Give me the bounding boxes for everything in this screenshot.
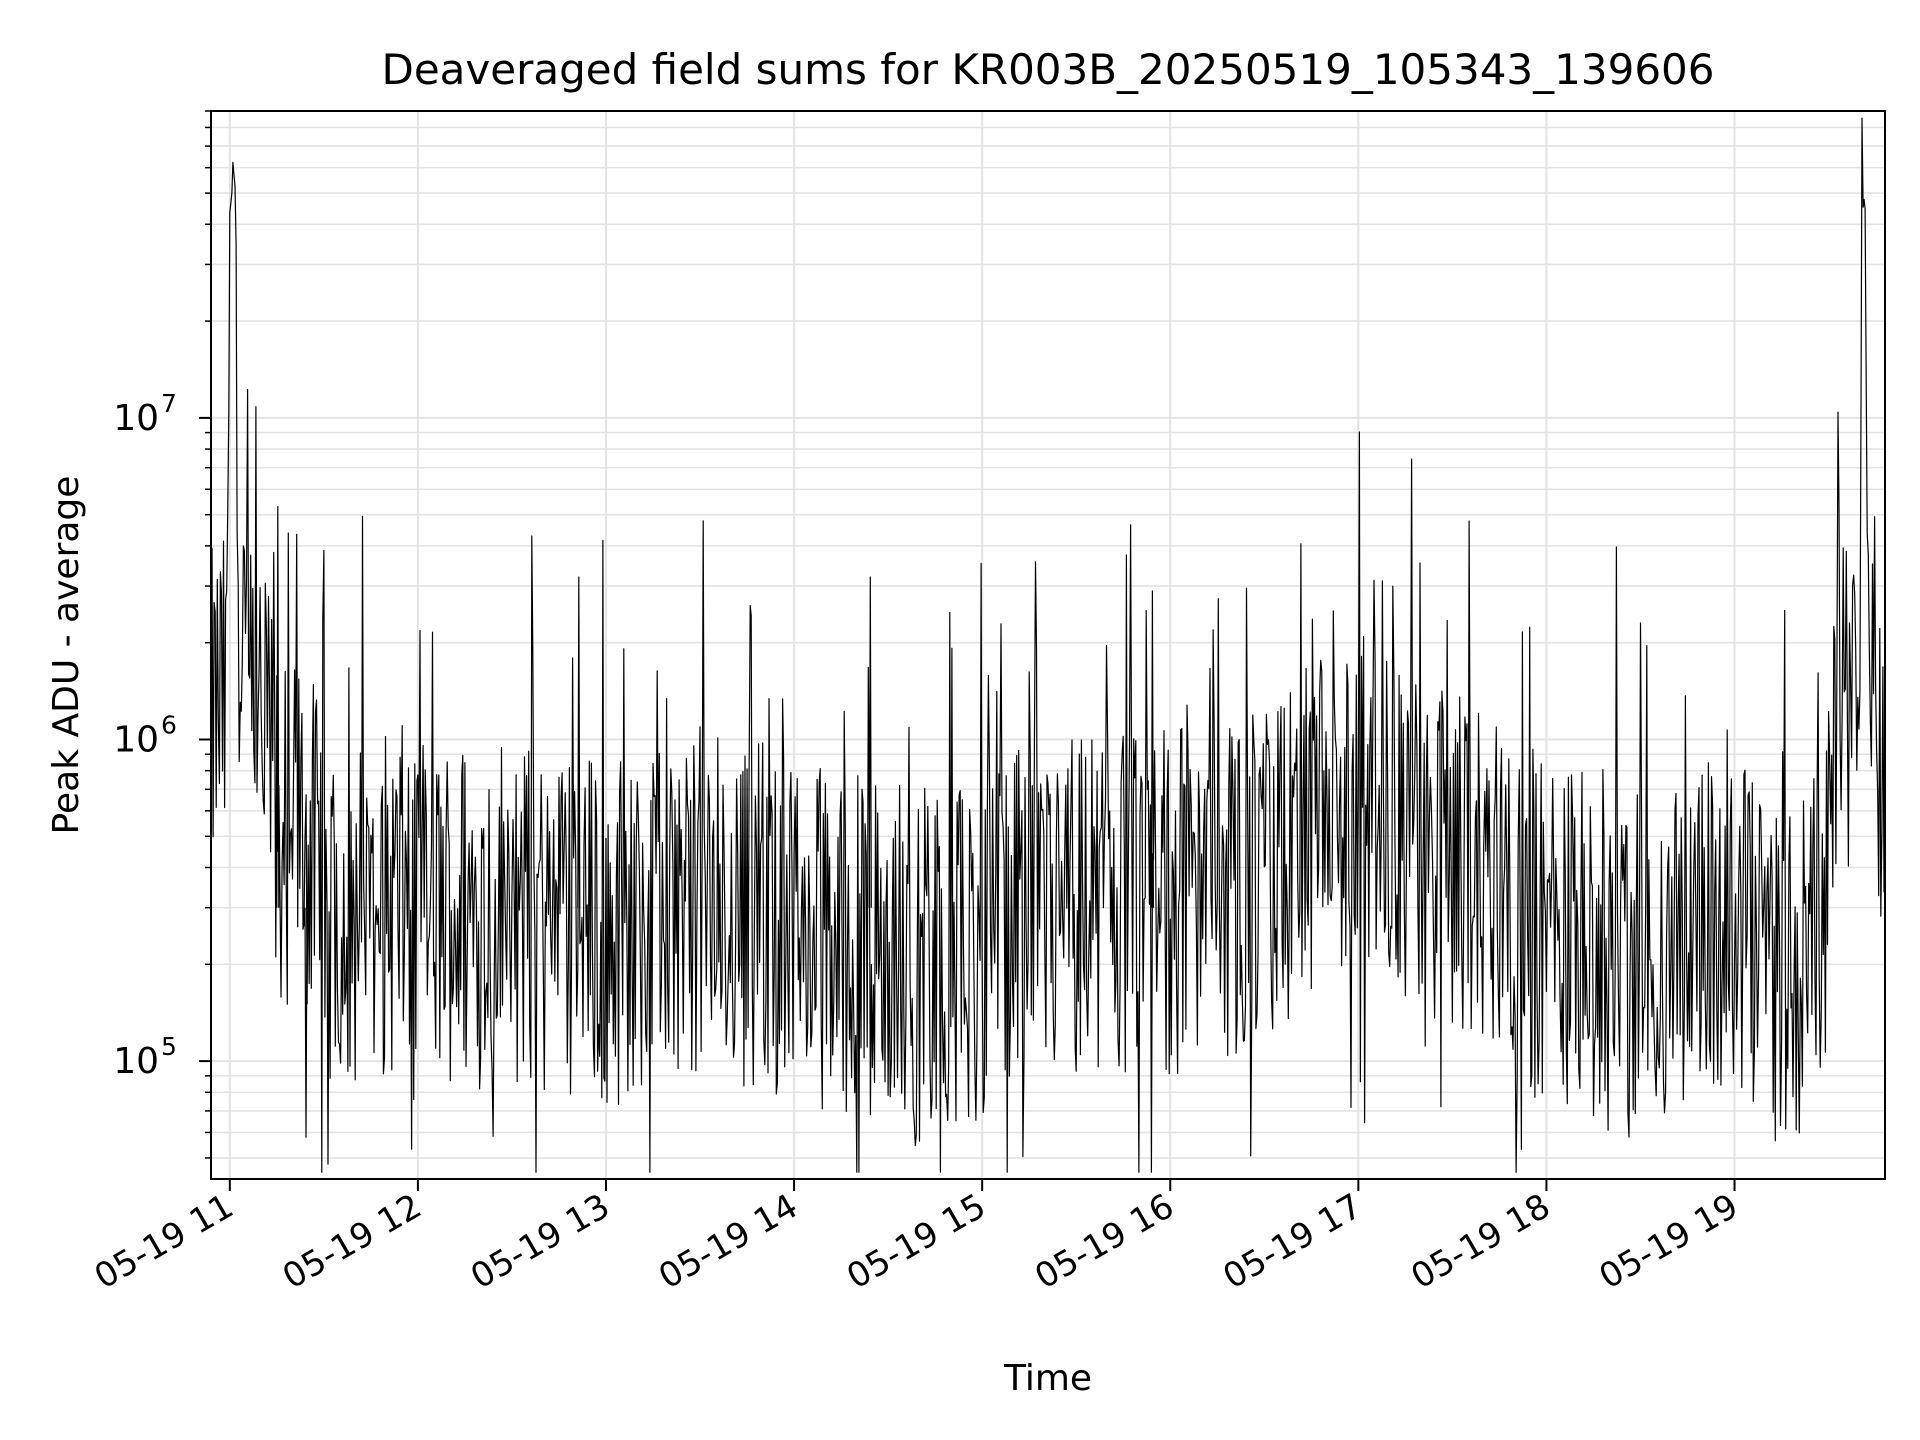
y-tick-label: 10 — [113, 398, 159, 439]
y-tick-exponent: 6 — [161, 711, 177, 740]
y-tick-label: 10 — [113, 1041, 159, 1082]
x-tick-label: 05-19 15 — [840, 1186, 992, 1297]
plot-frame — [210, 110, 1886, 1180]
x-tick-label: 05-19 13 — [464, 1186, 616, 1297]
x-ticks: 05-19 11 05-19 12 05-19 13 05-19 14 05-19 15… — [88, 1179, 1745, 1297]
y-tick-label: 10 — [113, 720, 159, 761]
x-tick-label: 05-19 12 — [276, 1186, 428, 1297]
x-tick-label: 05-19 14 — [652, 1186, 804, 1297]
x-tick-label: 05-19 18 — [1405, 1186, 1557, 1297]
x-tick-label: 05-19 11 — [88, 1186, 240, 1297]
chart-title: Deaveraged field sums for KR003B_2025051… — [382, 45, 1715, 94]
series-line — [210, 117, 1886, 1173]
x-tick-label: 05-19 16 — [1028, 1186, 1180, 1297]
y-tick-exponent: 5 — [161, 1032, 177, 1061]
x-tick-label: 05-19 19 — [1593, 1186, 1745, 1297]
x-tick-label: 05-19 17 — [1216, 1186, 1368, 1297]
y-tick-exponent: 7 — [161, 389, 177, 418]
x-axis-label: Time — [1003, 1358, 1092, 1399]
y-axis-label: Peak ADU - average — [46, 476, 87, 835]
